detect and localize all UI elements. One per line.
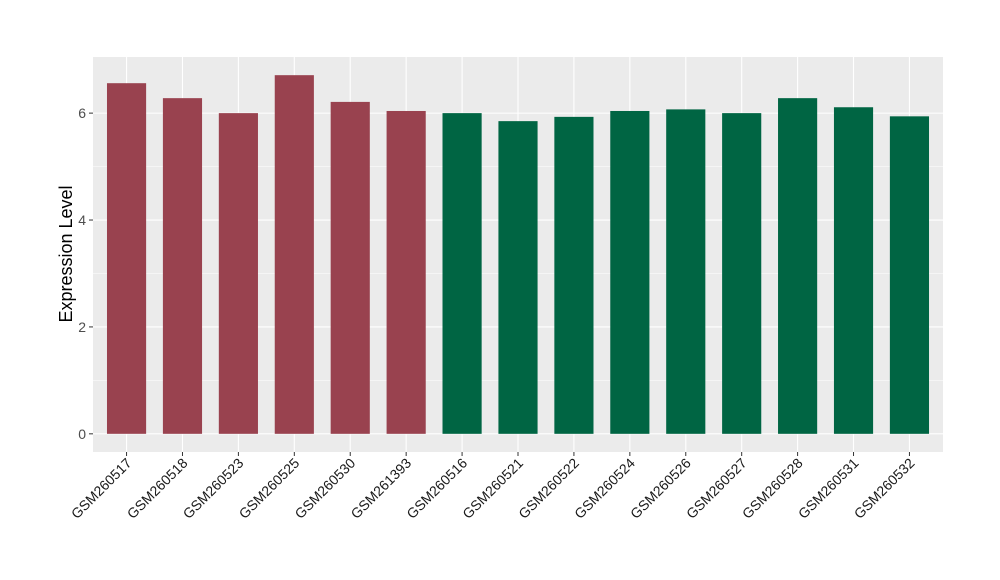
bar-GSM260522: [554, 116, 594, 434]
bar-GSM260518: [162, 98, 203, 434]
bar-GSM260523: [218, 113, 258, 434]
bar-GSM260516: [442, 113, 482, 434]
bar-GSM260517: [106, 83, 147, 434]
y-axis-label: Expression Level: [56, 185, 76, 322]
bar-GSM260527: [722, 113, 762, 434]
bar-GSM260525: [274, 75, 314, 434]
bar-GSM260531: [833, 107, 874, 434]
y-tick-label: 6: [78, 105, 86, 121]
bar-GSM260532: [889, 116, 930, 434]
y-tick-label: 0: [78, 426, 86, 442]
x-tick-label: GSM260532: [851, 455, 918, 522]
y-tick-label: 2: [78, 319, 86, 335]
bar-GSM260524: [610, 110, 650, 434]
bar-GSM260526: [666, 109, 706, 434]
y-tick-label: 4: [78, 212, 86, 228]
bar-GSM260521: [498, 121, 538, 434]
bar-GSM260528: [778, 98, 818, 434]
bar-GSM260530: [330, 101, 370, 434]
bar-GSM261393: [386, 110, 426, 434]
